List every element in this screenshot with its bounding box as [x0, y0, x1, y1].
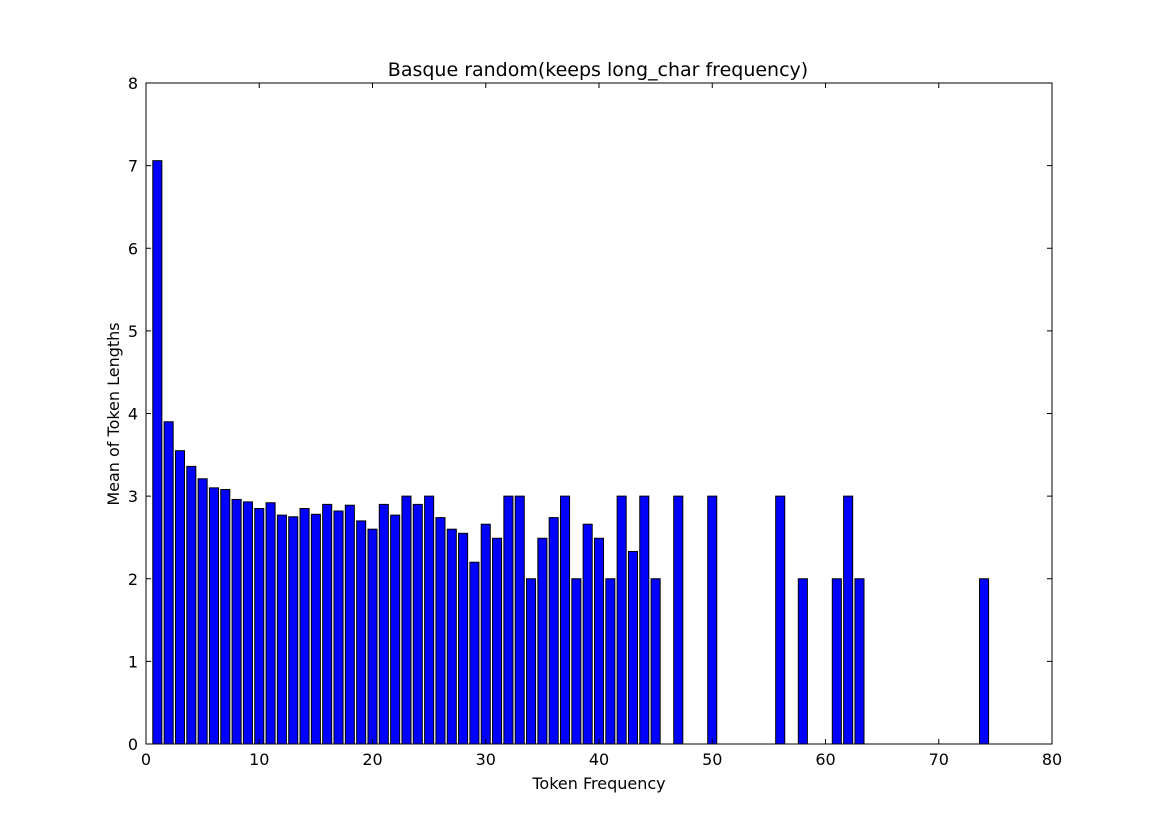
x-tick-label: 10 [249, 750, 269, 769]
x-tick-label: 20 [362, 750, 382, 769]
x-tick-label: 60 [815, 750, 835, 769]
y-tick-label: 1 [128, 652, 138, 671]
bar [627, 550, 639, 745]
bar [458, 532, 469, 745]
bar [367, 528, 378, 745]
y-tick-label: 5 [128, 322, 138, 341]
bar [537, 537, 548, 745]
bar [854, 578, 865, 745]
y-tick-label: 8 [128, 74, 138, 93]
x-tick-label: 40 [589, 750, 609, 769]
bar [174, 450, 186, 745]
bar [492, 537, 503, 745]
bar [288, 516, 299, 745]
bar [356, 520, 367, 745]
bar [797, 578, 808, 745]
bar [344, 504, 355, 745]
bar [469, 561, 480, 745]
bar [163, 421, 174, 745]
y-tick-label: 0 [128, 735, 138, 754]
bar [616, 495, 627, 745]
bar [265, 502, 276, 745]
y-axis-title: Mean of Token Lengths [104, 322, 123, 505]
bar [378, 503, 389, 745]
bar [831, 578, 842, 745]
bar [673, 495, 684, 745]
x-tick-label: 0 [141, 750, 151, 769]
y-tick-label: 4 [128, 405, 138, 424]
x-tick-label: 70 [929, 750, 949, 769]
bar [401, 495, 412, 745]
bar [843, 495, 854, 745]
bar [582, 523, 593, 745]
bar [480, 523, 491, 745]
bar [526, 578, 537, 745]
x-tick-label: 50 [702, 750, 722, 769]
bar [707, 495, 718, 745]
bar [650, 578, 661, 745]
bar [152, 160, 163, 745]
bar [299, 508, 310, 745]
bars-group [152, 160, 990, 745]
bar [435, 517, 446, 745]
bar [390, 514, 401, 745]
bar [548, 517, 559, 745]
y-tick-label: 6 [128, 239, 138, 258]
y-tick-label: 2 [128, 570, 138, 589]
bar [593, 537, 605, 745]
bar [559, 495, 571, 745]
bar [605, 578, 616, 745]
bar [446, 528, 457, 745]
bar [514, 495, 525, 745]
chart-title: Basque random(keeps long_char frequency) [388, 59, 808, 81]
bar [571, 578, 582, 745]
bar [979, 578, 990, 745]
bar [775, 495, 786, 745]
y-tick-label: 7 [128, 157, 138, 176]
y-tick-label: 3 [128, 487, 138, 506]
bar [197, 478, 208, 745]
x-axis-ticks: 0 10 20 30 40 50 60 70 80 [141, 83, 1062, 769]
bar [503, 495, 514, 745]
bar [424, 495, 435, 745]
bar [186, 465, 197, 745]
bar [639, 495, 650, 745]
x-tick-label: 80 [1042, 750, 1062, 769]
bar [310, 513, 321, 745]
bar [208, 487, 219, 745]
x-axis-title: Token Frequency [531, 774, 665, 793]
bar [254, 508, 265, 745]
bar [322, 503, 333, 745]
y-axis-ticks: 0 1 2 3 4 5 6 7 8 [128, 74, 1052, 754]
x-tick-label: 30 [476, 750, 496, 769]
bar [220, 489, 231, 745]
bar [333, 510, 344, 745]
bar [276, 514, 287, 745]
bar [242, 501, 253, 745]
bar [412, 503, 423, 745]
bar [231, 498, 242, 745]
